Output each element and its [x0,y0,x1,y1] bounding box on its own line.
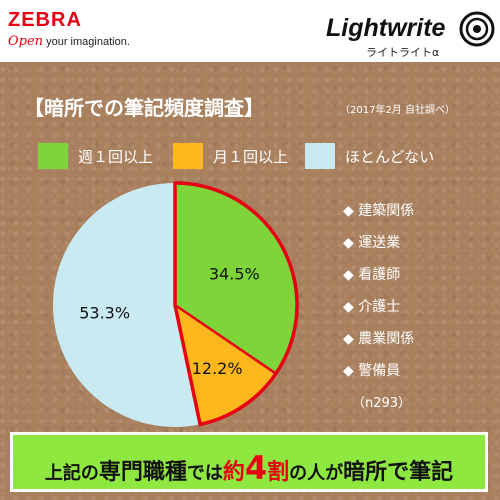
occupation-item: ◆ 警備員 [343,363,401,379]
pie-slice-weekly [175,183,297,374]
product-logo: Lightwrite [326,14,446,42]
tagline-open: Open [8,34,44,49]
survey-title: 【暗所での筆記頻度調査】 [24,96,264,120]
occupation-item: ◆ 看護師 [343,267,401,283]
legend-label-weekly: 週１回以上 [78,148,154,166]
legend-swatch-rarely [305,143,335,169]
survey-note: （2017年2月 自社調べ） [340,105,455,116]
slice-value-label: 34.5% [209,265,260,284]
pie-slice-rarely [52,183,201,427]
zebra-logo: ZEBRA [8,9,82,31]
brand-tagline: Open your imagination. [8,34,130,49]
legend-swatch-weekly [38,143,68,169]
product-subtitle: ライトライトα [366,46,440,59]
slice-divider [174,303,277,375]
legend-swatch-monthly [173,143,203,169]
highlight-outline [173,181,299,427]
tagline-rest: your imagination. [43,36,130,48]
occupation-item: ◆ 介護士 [343,299,401,315]
legend-label-rarely: ほとんどない [345,148,435,166]
sample-size: （n293） [352,396,412,411]
conclusion-banner: 上記の専門職種では約4割の人が暗所で筆記 [10,432,488,492]
occupation-item: ◆ 農業関係 [343,331,415,347]
slice-value-label: 12.2% [192,359,243,378]
pie-slice-monthly [175,305,276,425]
light-ring-icon [459,11,495,47]
slice-value-label: 53.3% [79,303,130,322]
header-bar: ZEBRA Open your imagination. Lightwrite … [0,0,500,62]
conclusion-text: 上記の専門職種では約4割の人が暗所で筆記 [44,449,454,487]
occupation-item: ◆ 建築関係 [343,203,415,219]
occupation-item: ◆ 運送業 [343,235,401,251]
legend-label-monthly: 月１回以上 [213,148,289,166]
